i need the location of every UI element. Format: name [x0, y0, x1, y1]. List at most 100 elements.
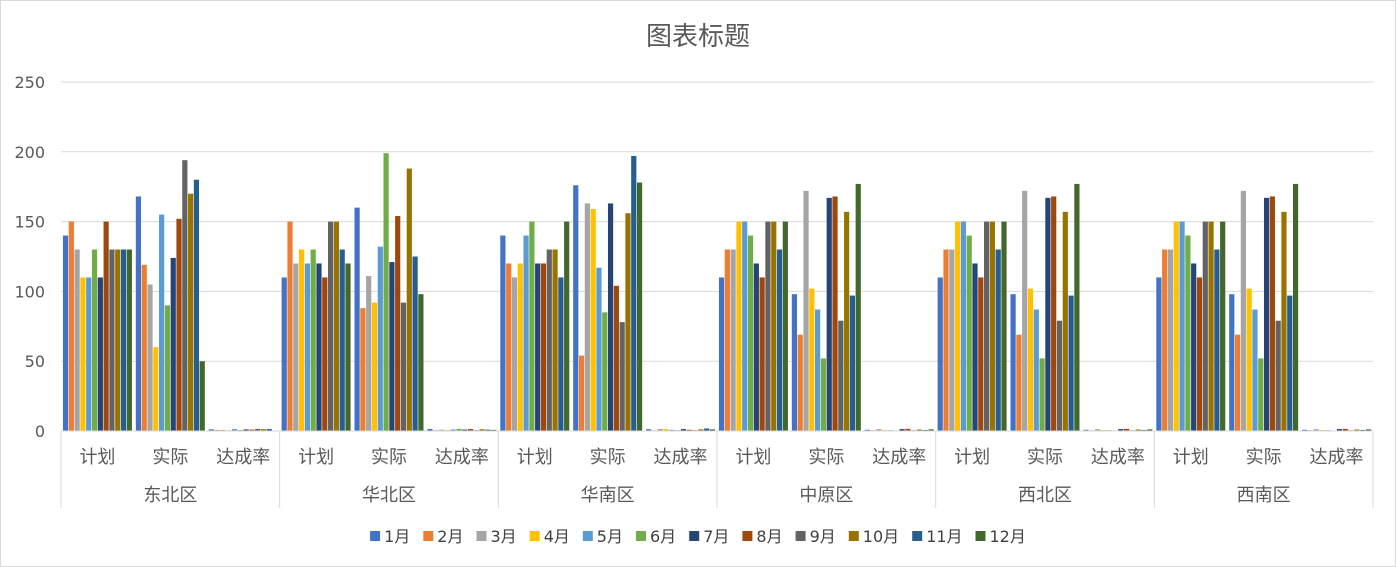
bar	[540, 263, 547, 431]
legend-item: 8月	[742, 527, 783, 546]
x-group-label: 华北区	[362, 485, 416, 506]
bar	[1068, 295, 1074, 431]
bar	[972, 263, 978, 431]
legend-label: 6月	[650, 527, 676, 546]
legend-swatch	[582, 531, 593, 541]
bar	[1141, 429, 1147, 431]
x-group-label: 东北区	[143, 485, 197, 506]
legend: 1月 2月 3月 4月 5月 6月 7月 8月 9月 10月 11月 12月	[370, 527, 1026, 546]
bar	[328, 221, 334, 431]
bar	[395, 216, 401, 431]
bar	[1258, 358, 1264, 431]
bar	[759, 277, 765, 431]
bar	[718, 277, 725, 431]
bar	[281, 277, 287, 431]
bar	[377, 246, 383, 431]
x-subcategory-label: 计划	[1173, 447, 1209, 468]
bar	[552, 249, 558, 431]
legend-item: 10月	[848, 527, 899, 546]
bar	[135, 196, 142, 431]
bar	[412, 256, 418, 431]
bar	[141, 264, 147, 431]
bar	[193, 179, 200, 431]
bar	[584, 203, 590, 431]
bar	[1269, 196, 1275, 431]
bar	[1062, 211, 1068, 431]
x-subcategory-label: 计划	[954, 447, 990, 468]
legend-swatch	[742, 531, 753, 541]
bar	[1220, 221, 1226, 431]
bar	[1156, 277, 1162, 431]
bar	[164, 305, 171, 431]
x-subcategory-label: 计划	[79, 447, 115, 468]
bar	[1147, 429, 1153, 431]
legend-label: 9月	[810, 527, 836, 546]
legend-item: 12月	[975, 527, 1026, 546]
bars	[62, 153, 1372, 432]
bar	[1056, 320, 1063, 431]
x-group-label: 西北区	[1018, 485, 1072, 506]
x-subcategory-label: 计划	[735, 447, 771, 468]
bar	[663, 429, 669, 431]
x-subcategory-label: 实际	[590, 447, 626, 468]
bar	[333, 221, 340, 431]
bar	[730, 249, 736, 431]
bar	[855, 183, 861, 431]
bar	[1162, 249, 1168, 431]
bar	[255, 428, 261, 431]
bar	[427, 428, 433, 431]
bar	[686, 429, 692, 431]
bar	[1202, 221, 1208, 431]
bar	[260, 429, 267, 431]
bar	[462, 429, 468, 431]
bar	[266, 429, 272, 431]
y-tick-label: 150	[14, 213, 45, 232]
legend-label: 12月	[990, 527, 1026, 546]
bar	[316, 263, 322, 431]
bar	[1074, 183, 1080, 431]
bar	[607, 203, 614, 431]
bar	[724, 249, 730, 431]
bar	[809, 288, 815, 431]
bar	[613, 285, 619, 431]
bar	[742, 221, 748, 431]
bar	[916, 429, 923, 431]
bar	[199, 361, 205, 431]
bar	[636, 182, 643, 431]
bar	[1275, 320, 1281, 431]
bar	[406, 168, 412, 432]
bar	[1234, 334, 1241, 431]
bar	[753, 263, 759, 431]
bar	[1240, 190, 1246, 431]
bar	[366, 276, 372, 431]
bar	[153, 347, 159, 431]
bar	[450, 429, 456, 431]
bar	[631, 155, 637, 432]
x-subcategory-label: 实际	[371, 447, 407, 468]
x-subcategory-label: 计划	[298, 447, 334, 468]
bar	[511, 277, 518, 431]
x-subcategory-label: 达成率	[872, 447, 926, 468]
legend-item: 7月	[689, 527, 729, 546]
x-subcategory-label: 计划	[517, 447, 553, 468]
legend-item: 9月	[795, 527, 836, 546]
y-tick-label: 100	[14, 282, 45, 301]
bar	[928, 429, 934, 431]
bar	[1292, 183, 1299, 431]
bar	[709, 429, 716, 431]
bar	[220, 429, 226, 431]
x-subcategory-label: 达成率	[216, 447, 270, 468]
legend-swatch	[848, 531, 859, 541]
bar	[456, 428, 462, 431]
legend-item: 4月	[529, 527, 570, 546]
bar	[1287, 295, 1293, 431]
bar	[345, 263, 351, 431]
legend-swatch	[370, 531, 381, 541]
bar	[849, 295, 856, 431]
bar	[535, 263, 541, 431]
legend-swatch	[975, 531, 986, 541]
legend-label: 4月	[544, 527, 570, 546]
bar	[949, 249, 955, 431]
bar	[578, 355, 585, 431]
